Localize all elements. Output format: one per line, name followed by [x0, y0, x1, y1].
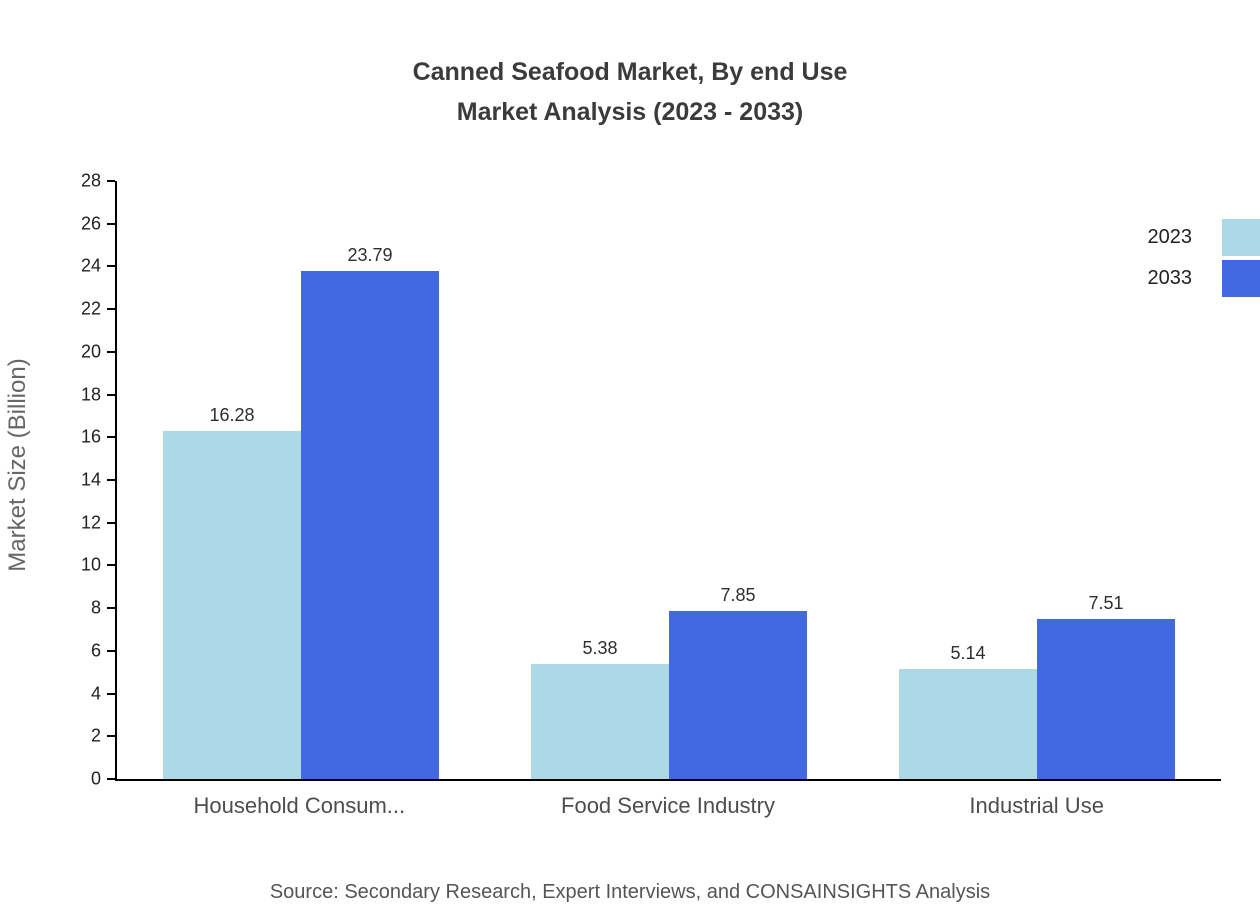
legend: 2023 2033 [1148, 219, 1260, 297]
legend-swatch [1222, 219, 1260, 256]
y-tick-mark [107, 564, 115, 567]
bar-rect [669, 611, 807, 779]
bar-value-label: 5.14 [950, 643, 986, 664]
bar-rect [531, 664, 669, 779]
y-tick-mark [107, 308, 115, 311]
legend-swatch [1222, 260, 1260, 297]
y-tick-label: 14 [80, 469, 101, 490]
bar-rect [301, 270, 439, 779]
y-tick-label: 26 [80, 213, 101, 234]
legend-label: 2023 [1147, 226, 1193, 248]
bar-group: 16.28 23.79 [117, 181, 485, 779]
chart-title-line1: Canned Seafood Market, By end Use [412, 58, 848, 86]
y-tick-mark [107, 265, 115, 268]
y-tick-label: 4 [90, 683, 101, 704]
y-tick-label: 12 [80, 512, 101, 533]
y-tick-label: 6 [90, 640, 101, 661]
y-tick-label: 2 [90, 725, 101, 746]
legend-item-2023: 2023 [1148, 219, 1260, 256]
bar-value-label: 7.85 [720, 585, 756, 606]
chart-title: Canned Seafood Market, By end Use Market… [0, 52, 1260, 132]
y-tick-label: 20 [80, 341, 101, 362]
y-tick-label: 18 [80, 384, 101, 405]
bar-2033: 7.51 [1037, 181, 1175, 779]
bar-rect [899, 669, 1037, 779]
y-tick-label: 10 [80, 554, 101, 575]
y-tick-label: 24 [80, 255, 101, 276]
y-tick-mark [107, 479, 115, 481]
y-tick-mark [107, 350, 115, 353]
y-tick-label: 28 [80, 170, 101, 191]
bar-value-label: 7.51 [1088, 592, 1124, 613]
y-tick-mark [107, 735, 115, 738]
bar-2023: 5.38 [531, 181, 669, 779]
legend-label: 2033 [1147, 267, 1193, 289]
y-tick-label: 16 [80, 426, 101, 447]
bar-group: 5.38 7.85 [485, 181, 853, 779]
x-axis-label: Industrial Use [969, 793, 1104, 818]
y-tick-mark [107, 436, 115, 439]
bar-2023: 16.28 [163, 181, 301, 779]
y-tick-mark [107, 521, 115, 524]
legend-item-2033: 2033 [1148, 260, 1260, 297]
source-line: Source: Secondary Research, Expert Inter… [269, 881, 991, 903]
bar-2033: 7.85 [669, 181, 807, 779]
bar-group: 5.14 7.51 [853, 181, 1221, 779]
bar-2023: 5.14 [899, 181, 1037, 779]
y-tick-mark [107, 180, 115, 182]
bar-2033: 23.79 [301, 181, 439, 779]
y-axis-title: Market Size (Billion) [4, 358, 31, 572]
bar-value-label: 16.28 [209, 405, 255, 426]
y-tick-mark [107, 393, 115, 396]
y-tick-label: 22 [80, 298, 101, 319]
plot-area: 0 2 4 6 8 10 12 14 16 18 20 22 24 26 28 16.28 23.79 5.38… [81, 171, 1221, 789]
x-axis-label: Food Service Industry [561, 793, 775, 818]
y-tick-mark [107, 222, 115, 225]
chart-title-line2: Market Analysis (2023 - 2033) [456, 98, 804, 126]
bar-value-label: 23.79 [347, 244, 393, 265]
x-axis-labels: Household Consum... Food Service Industry… [115, 793, 1221, 819]
y-tick-label: 8 [90, 597, 101, 618]
y-tick-mark [107, 649, 115, 652]
y-tick-label: 0 [90, 768, 101, 789]
x-axis-label: Household Consum... [193, 793, 406, 818]
bar-rect [163, 431, 301, 779]
y-tick-mark [107, 607, 115, 610]
bars-row: 16.28 23.79 5.38 7.85 5.14 7.51 [117, 181, 1221, 779]
y-tick-mark [107, 778, 115, 780]
bar-rect [1037, 618, 1175, 779]
y-tick-mark [107, 692, 115, 695]
bar-value-label: 5.38 [582, 638, 618, 659]
